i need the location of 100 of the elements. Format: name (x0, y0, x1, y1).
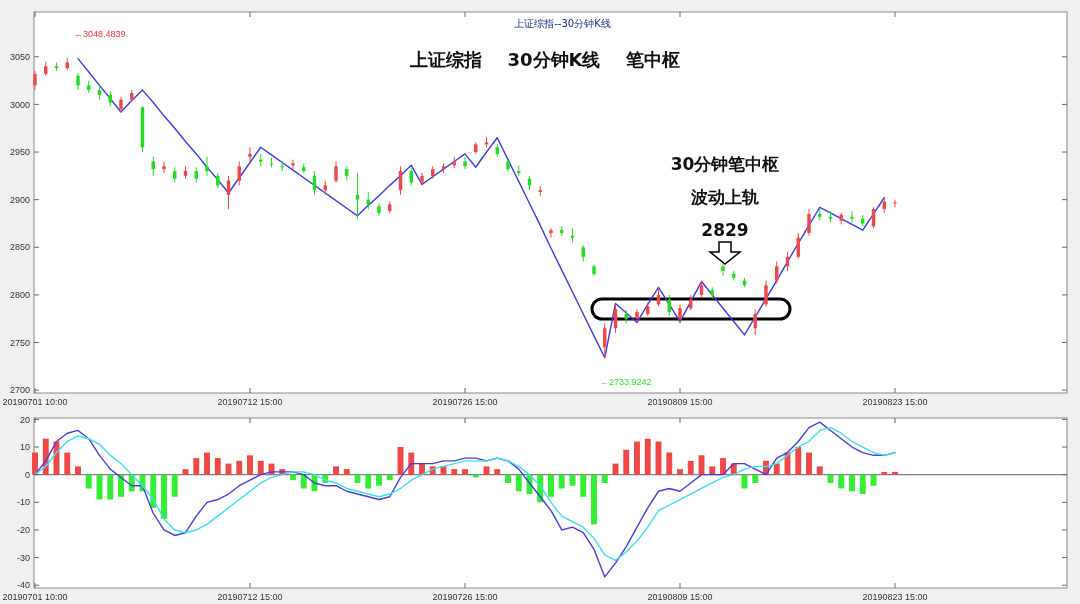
x-tick-label: 20190809 15:00 (647, 397, 713, 407)
text: 上证综指--30分钟K线 (514, 18, 611, 29)
x-tick-label: 20190726 15:00 (432, 592, 498, 602)
candlestick (355, 172, 360, 220)
bar (257, 460, 264, 475)
x-tick-label: 20190809 15:00 (647, 592, 713, 602)
x-tick-label: 20190701 10:00 (2, 397, 68, 407)
bar (32, 452, 38, 475)
bar (773, 463, 780, 475)
candlestick (549, 227, 553, 239)
bar (816, 466, 823, 475)
annotation: ←3048.4839 (74, 29, 126, 39)
x-tick-label: 20190823 15:00 (862, 397, 928, 407)
candlestick (420, 172, 424, 186)
bar (408, 452, 415, 475)
bar (505, 474, 511, 483)
x-tick-label: 20190823 15:00 (862, 592, 928, 602)
candlestick (237, 161, 241, 186)
annotation: 波动上轨 (690, 187, 759, 207)
bar (236, 460, 243, 475)
bar (687, 460, 694, 475)
y-tick-label: 0 (24, 469, 30, 480)
bar (849, 474, 855, 492)
bar (752, 474, 759, 483)
bar (591, 474, 597, 525)
y-tick-label: -20 (16, 525, 30, 536)
bar (386, 474, 393, 481)
bar (494, 469, 501, 475)
bar (333, 466, 339, 475)
bar (290, 474, 296, 481)
y-tick-label: -30 (16, 552, 30, 563)
annotation: 2829 (701, 220, 749, 240)
y-tick-label: -10 (16, 497, 30, 508)
bar (193, 458, 200, 475)
candlestick (893, 199, 897, 208)
x-tick-label: 20190712 15:00 (217, 397, 283, 407)
annotation: ←2733.9242 (600, 377, 652, 387)
candlestick (721, 263, 725, 277)
y-tick-label: 2800 (9, 290, 30, 301)
bar (182, 469, 189, 475)
bar (881, 471, 888, 475)
candlestick (334, 161, 338, 183)
bar (451, 469, 458, 475)
candlestick (205, 156, 209, 177)
bar (64, 452, 71, 475)
bar (118, 474, 124, 497)
candlestick (377, 202, 381, 217)
y-tick-label: 3000 (9, 99, 30, 110)
bar (483, 466, 490, 475)
candlestick (807, 208, 811, 237)
bar (720, 458, 726, 475)
y-tick-label: 2900 (9, 194, 30, 205)
bar (623, 449, 630, 475)
bar (365, 474, 372, 489)
bar (171, 474, 178, 497)
bar (462, 469, 468, 475)
bar (85, 474, 92, 489)
y-tick-label: -40 (16, 580, 30, 591)
candlestick (463, 156, 467, 170)
y-tick-label: 2750 (9, 337, 30, 348)
bar (247, 455, 253, 475)
text: 上证综指 30分钟K线 笔中枢 (409, 49, 680, 70)
x-tick-label: 20190726 15:00 (432, 397, 498, 407)
bar (161, 474, 167, 519)
y-tick-label: 2700 (9, 385, 30, 396)
bar (107, 474, 114, 500)
bar (548, 474, 554, 497)
bar (892, 471, 898, 475)
candlestick (764, 280, 768, 307)
bar (214, 458, 221, 475)
candlestick (775, 261, 779, 284)
candlestick (678, 303, 682, 324)
bar (75, 466, 81, 475)
bar (634, 441, 640, 475)
bar (419, 463, 425, 475)
bar (838, 474, 845, 489)
bar (150, 474, 157, 508)
candlestick (291, 159, 295, 170)
candlestick (248, 146, 252, 163)
candlestick (162, 161, 166, 174)
annotation: 30分钟笔中枢 (670, 154, 780, 174)
bar (376, 474, 382, 486)
x-tick-label: 20190701 10:00 (2, 592, 68, 602)
candlestick (33, 70, 37, 91)
bar (515, 474, 522, 492)
bar (580, 474, 587, 497)
bar (601, 474, 608, 483)
x-tick-label: 20190712 15:00 (217, 592, 283, 602)
bar (644, 438, 651, 475)
bar (558, 474, 565, 489)
y-tick-label: 20 (19, 414, 30, 425)
candlestick (635, 308, 639, 323)
bar (677, 469, 683, 475)
candlestick (850, 210, 854, 223)
candlestick (76, 72, 80, 91)
bar (859, 474, 866, 495)
y-tick-label: 10 (19, 442, 30, 453)
bar (806, 452, 812, 475)
bar (204, 452, 210, 475)
y-tick-label: 2850 (9, 242, 30, 253)
